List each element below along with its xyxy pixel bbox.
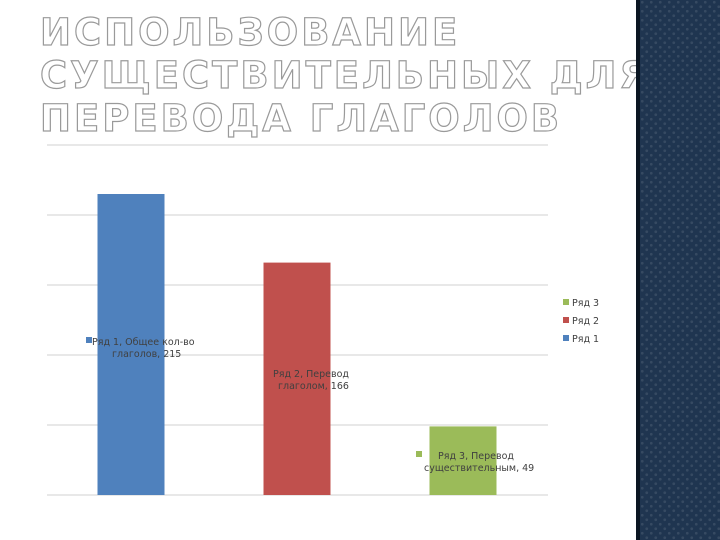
data-label-marker-1	[86, 337, 92, 343]
data-label-2-line-2: глаголом, 166	[278, 381, 349, 392]
legend-label-1: Ряд 3	[572, 298, 599, 309]
bar-series-3	[429, 426, 497, 495]
data-label-2-line-1: Ряд 2, Перевод	[273, 369, 349, 380]
legend-marker-2	[563, 317, 569, 323]
bar-series-1	[97, 194, 165, 495]
title-line-2: СУЩЕСТВИТЕЛЬНЫХ ДЛЯ	[39, 54, 651, 97]
title-line-3: ПЕРЕВОДА ГЛАГОЛОВ	[39, 97, 563, 140]
decorative-sidebar	[640, 0, 720, 540]
title-line-1: ИСПОЛЬЗОВАНИЕ	[39, 11, 461, 54]
bar-series-2	[263, 262, 331, 495]
data-label-3-line-2: существительным, 49	[424, 463, 534, 474]
sidebar-edge	[636, 0, 640, 540]
data-label-marker-3	[416, 451, 422, 457]
data-label-1-line-2: глаголов, 215	[112, 349, 181, 360]
legend-label-2: Ряд 2	[572, 316, 599, 327]
legend-marker-3	[563, 335, 569, 341]
data-label-1-line-1: Ряд 1, Общее кол-во	[92, 337, 195, 348]
data-label-3-line-1: Ряд 3, Перевод	[438, 451, 514, 462]
legend-marker-1	[563, 299, 569, 305]
legend-label-3: Ряд 1	[572, 334, 599, 345]
